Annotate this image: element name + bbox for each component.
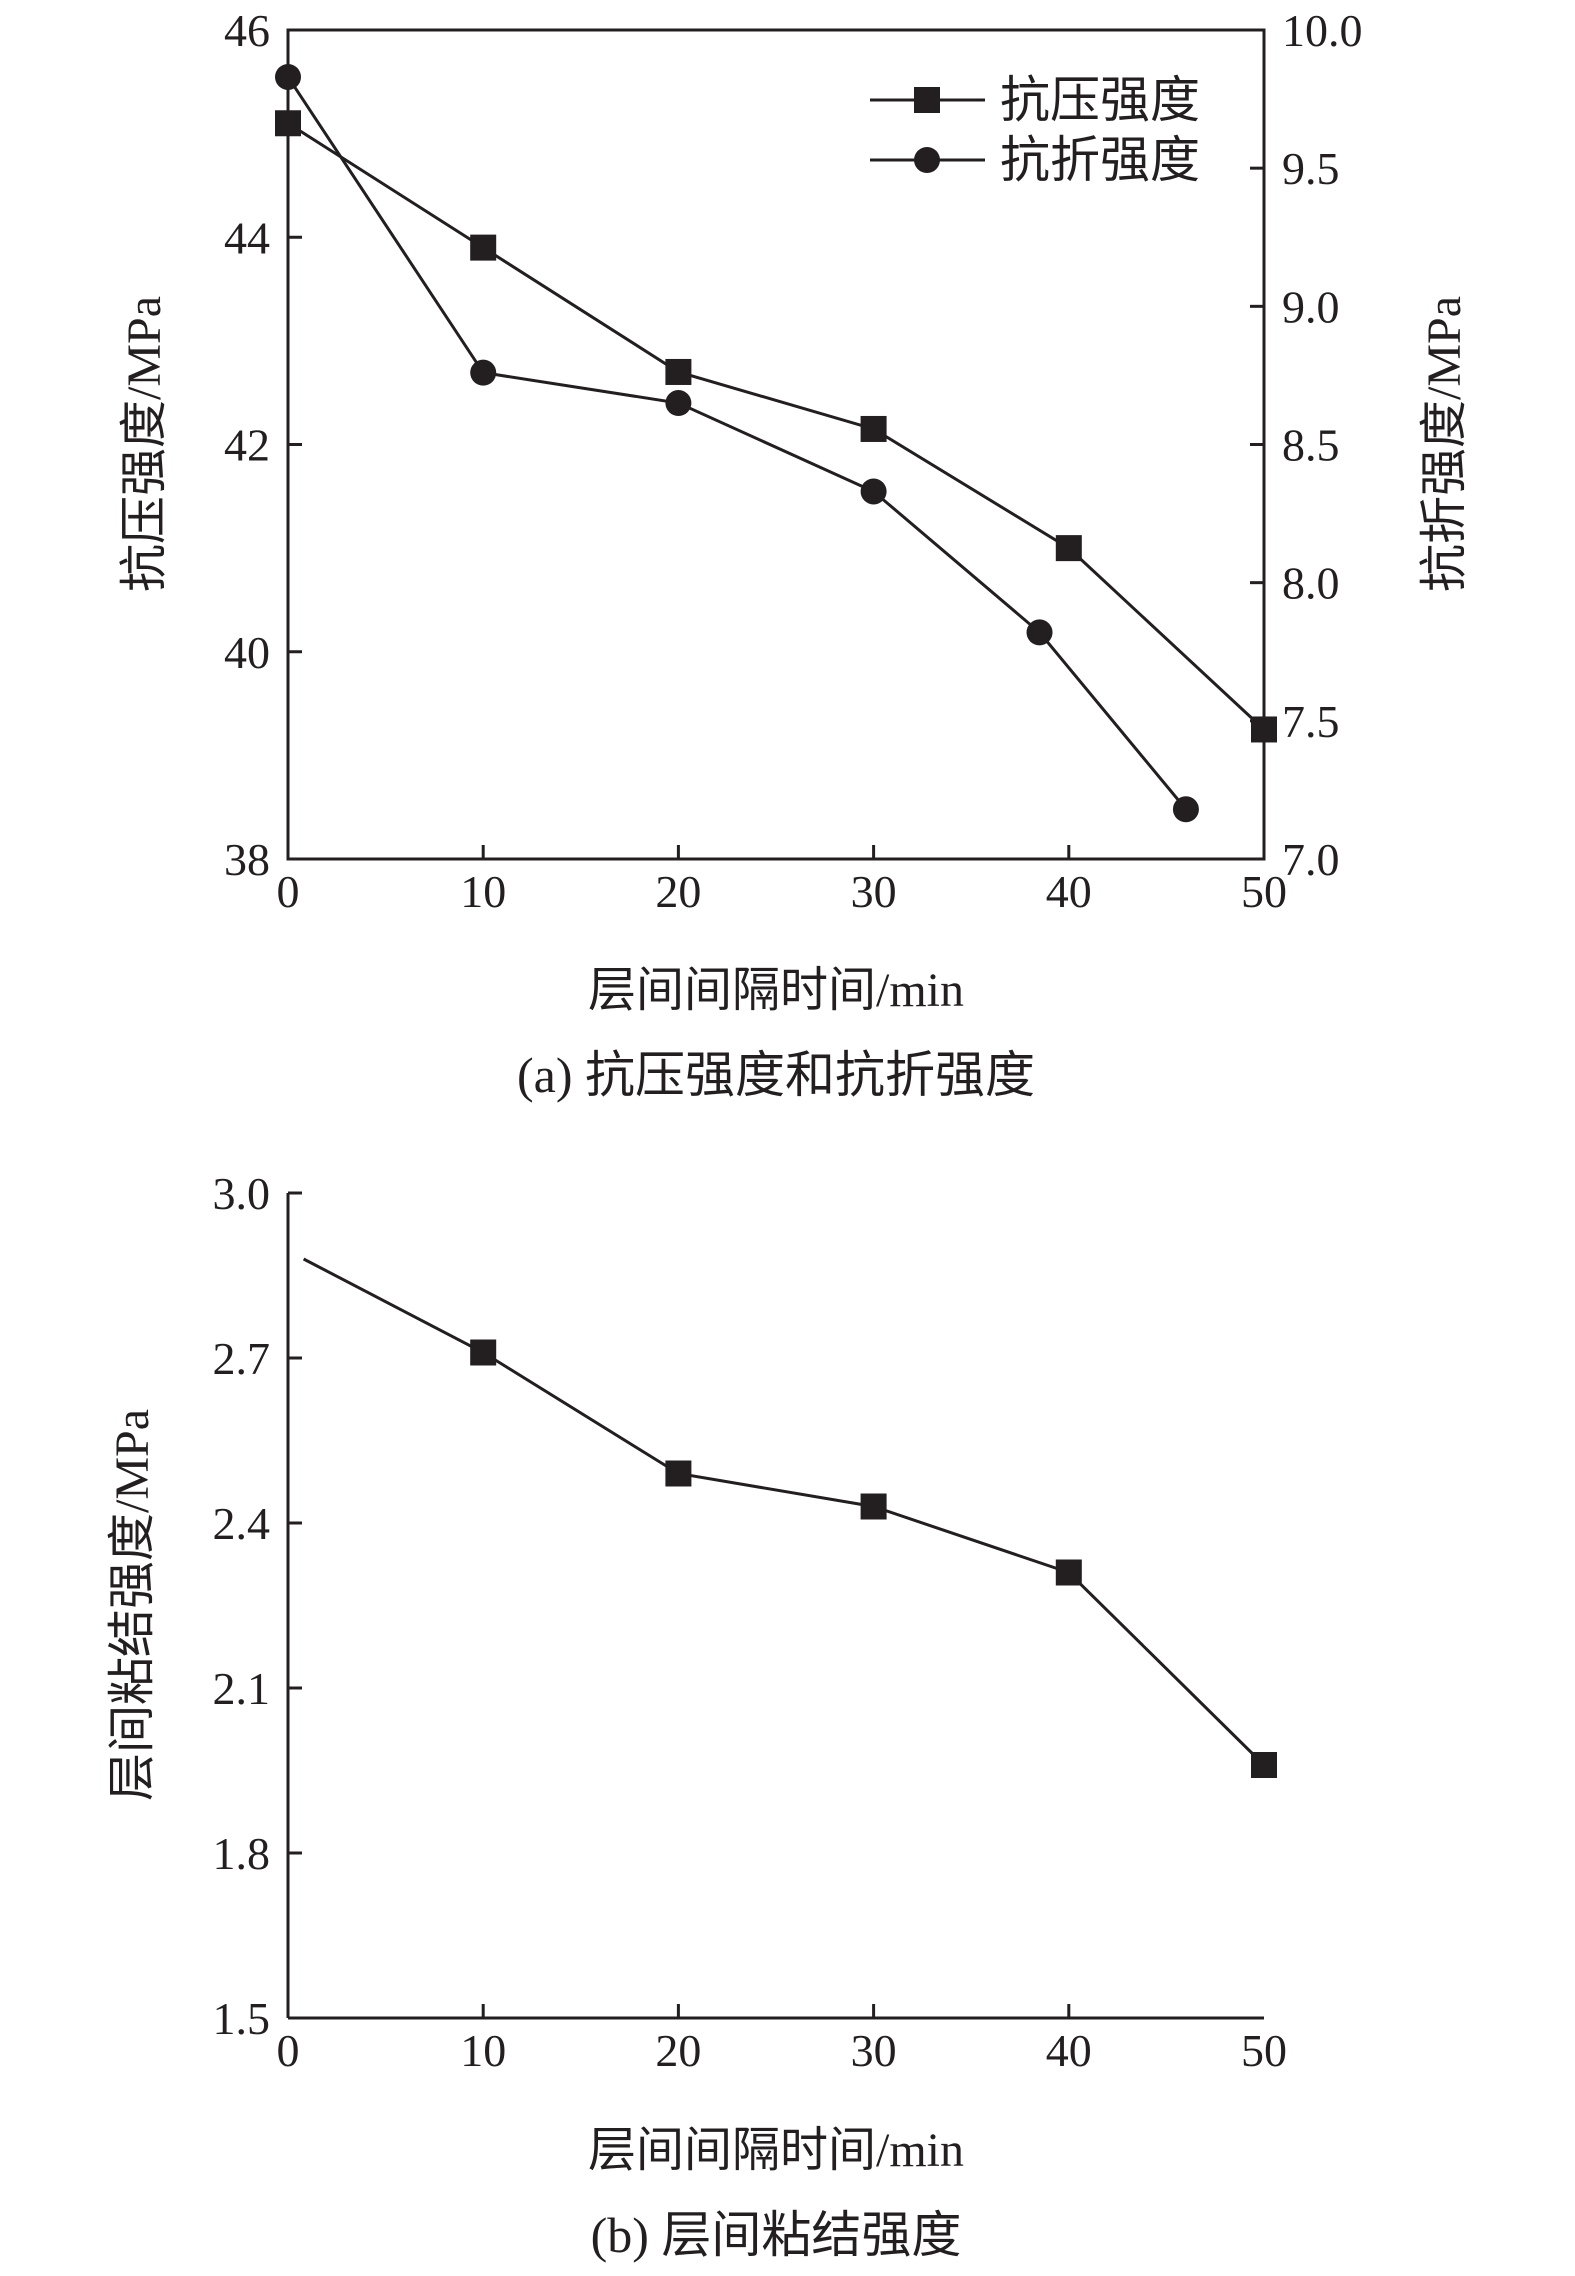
- chart-b-y-axis-title: 层间粘结强度/MPa: [106, 1409, 159, 1801]
- data-point-flexural: [1026, 619, 1053, 646]
- x-tick-label: 40: [1046, 866, 1092, 917]
- data-point-bond: [1251, 1752, 1277, 1778]
- data-point-compressive: [275, 110, 301, 137]
- y-right-tick-label: 7.0: [1282, 834, 1340, 885]
- y-left-tick-label: 38: [224, 834, 270, 885]
- chart-b: 0 10 20 30 40 50 1.5 1.8 2.1 2.4 2.7 3.0 层间间隔时间/mi…: [106, 1168, 1287, 2263]
- data-point-flexural: [665, 390, 692, 417]
- data-point-compressive: [1251, 716, 1277, 743]
- legend-label-compressive: 抗压强度: [1000, 72, 1200, 128]
- legend-item-compressive: 抗压强度: [870, 72, 1200, 128]
- series-line-flexural: [286, 76, 1188, 811]
- x-tick-label: 10: [460, 2025, 506, 2076]
- data-point-flexural: [275, 63, 301, 90]
- chart-a-legend: 抗压强度 抗折强度: [870, 72, 1200, 188]
- chart-b-x-axis-title: 层间间隔时间/min: [588, 2124, 964, 2177]
- y-tick-label: 2.4: [213, 1498, 271, 1549]
- data-point-compressive: [1055, 535, 1082, 562]
- y-left-tick-label: 46: [224, 5, 270, 56]
- legend-label-flexural: 抗折强度: [1000, 132, 1200, 188]
- data-point-bond: [665, 1460, 692, 1487]
- chart-b-x-ticks: 0 10 20 30 40 50: [277, 2004, 1287, 2076]
- x-tick-label: 40: [1046, 2025, 1092, 2076]
- y-right-tick-label: 9.5: [1282, 143, 1340, 194]
- data-point-compressive: [860, 415, 887, 442]
- x-tick-label: 20: [655, 2025, 701, 2076]
- x-tick-label: 30: [851, 2025, 897, 2076]
- data-point-compressive: [665, 358, 692, 385]
- y-right-tick-label: 8.5: [1282, 420, 1340, 471]
- data-point-bond: [470, 1339, 497, 1366]
- x-tick-label: 50: [1241, 866, 1287, 917]
- chart-a-right-y-axis-title: 抗折强度/MPa: [1418, 296, 1471, 592]
- x-tick-label: 50: [1241, 2025, 1287, 2076]
- chart-a-left-y-ticks: 38 40 42 44 46: [224, 5, 302, 885]
- data-point-bond: [860, 1493, 887, 1520]
- y-right-tick-label: 7.5: [1282, 696, 1340, 747]
- chart-a-caption: (a) 抗压强度和抗折强度: [517, 1047, 1035, 1103]
- chart-a-x-axis-title: 层间间隔时间/min: [588, 964, 964, 1017]
- y-right-tick-label: 9.0: [1282, 281, 1340, 332]
- y-left-tick-label: 40: [224, 627, 270, 678]
- chart-b-series: [302, 1257, 1277, 1778]
- chart-b-y-ticks: 1.5 1.8 2.1 2.4 2.7 3.0: [213, 1168, 302, 2044]
- data-point-compressive: [470, 234, 497, 261]
- chart-a: 0 10 20 30 40 50 38 40 42 44 46 7.0 7.5 8.0 8.5 9.0 9.…: [118, 5, 1471, 1103]
- chart-b-caption: (b) 层间粘结强度: [591, 2207, 962, 2263]
- chart-a-x-ticks: 0 10 20 30 40 50: [277, 845, 1287, 917]
- y-tick-label: 3.0: [213, 1168, 271, 1219]
- y-tick-label: 2.7: [213, 1333, 271, 1384]
- x-tick-label: 0: [277, 2025, 300, 2076]
- x-tick-label: 30: [851, 866, 897, 917]
- chart-a-series: [275, 63, 1277, 823]
- series-line-bond: [302, 1257, 1266, 1767]
- chart-a-right-y-ticks: 7.0 7.5 8.0 8.5 9.0 9.5 10.0: [1250, 5, 1363, 885]
- legend-marker-circle: [914, 147, 940, 173]
- y-tick-label: 1.5: [213, 1993, 271, 2044]
- chart-a-left-y-axis-title: 抗压强度/MPa: [118, 296, 171, 592]
- legend-marker-square: [914, 87, 940, 113]
- data-point-flexural: [1172, 796, 1199, 823]
- y-tick-label: 1.8: [213, 1828, 271, 1879]
- y-right-tick-label: 10.0: [1282, 5, 1363, 56]
- y-right-tick-label: 8.0: [1282, 558, 1340, 609]
- y-tick-label: 2.1: [213, 1663, 271, 1714]
- x-tick-label: 10: [460, 866, 506, 917]
- y-left-tick-label: 42: [224, 420, 270, 471]
- x-tick-label: 0: [277, 866, 300, 917]
- data-point-flexural: [860, 478, 887, 505]
- series-line-compressive: [287, 121, 1266, 731]
- data-point-bond: [1055, 1559, 1082, 1586]
- data-point-flexural: [470, 359, 497, 386]
- legend-item-flexural: 抗折强度: [870, 132, 1200, 188]
- x-tick-label: 20: [655, 866, 701, 917]
- y-left-tick-label: 44: [224, 212, 270, 263]
